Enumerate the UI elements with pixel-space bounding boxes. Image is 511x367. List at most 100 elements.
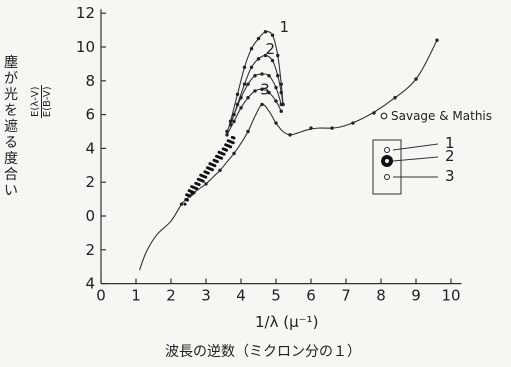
- data-point: [274, 99, 278, 103]
- scatter-point: [206, 171, 210, 175]
- y-tick-label: 0: [85, 207, 95, 225]
- series-label: 1: [280, 18, 290, 36]
- data-point: [204, 182, 208, 186]
- data-point: [330, 126, 334, 130]
- x-tick-label: 1: [131, 287, 141, 305]
- data-point: [246, 82, 250, 86]
- data-point: [279, 102, 283, 107]
- x-tick-label: 9: [411, 287, 421, 305]
- series-line-curve1: [229, 30, 284, 122]
- legend-leader: [392, 156, 439, 162]
- data-point: [270, 58, 275, 63]
- data-point: [435, 38, 439, 42]
- x-tick-label: 6: [306, 287, 316, 305]
- y-tick-label: 8: [85, 72, 95, 90]
- data-point: [225, 133, 229, 137]
- legend-marker-3: [384, 174, 390, 180]
- data-point: [267, 90, 271, 95]
- data-point: [256, 36, 261, 41]
- x-tick-label: 2: [166, 287, 176, 305]
- data-point: [260, 87, 264, 91]
- data-point: [235, 92, 240, 97]
- data-point: [253, 89, 257, 93]
- legend-marker-1: [384, 147, 390, 153]
- scatter-point: [210, 168, 214, 172]
- series-label: 2: [266, 40, 276, 58]
- data-point: [232, 119, 236, 124]
- series-label: 3: [260, 80, 270, 98]
- data-point: [288, 133, 292, 137]
- data-point: [232, 151, 236, 156]
- data-point: [274, 85, 278, 90]
- y-tick-label: 4: [85, 275, 95, 293]
- data-point: [242, 82, 247, 86]
- legend-marker-2-inner: [385, 159, 389, 163]
- y-axis-ratio-label: E(λ-V) E(B-V): [30, 85, 53, 118]
- data-point: [274, 121, 278, 125]
- data-point: [249, 65, 254, 69]
- data-point: [179, 202, 184, 206]
- x-tick-label: 5: [271, 287, 281, 305]
- x-tick-label: 7: [341, 287, 351, 305]
- legend-label: 2: [445, 147, 455, 165]
- scatter-point: [213, 164, 217, 168]
- x-tick-label: 10: [441, 287, 460, 305]
- y-tick-label: 2: [85, 173, 95, 191]
- data-point: [276, 74, 280, 78]
- data-point: [351, 121, 355, 125]
- data-point: [372, 111, 376, 115]
- data-point: [232, 112, 236, 117]
- y-tick-label: 12: [76, 4, 95, 22]
- data-point: [263, 30, 268, 34]
- x-tick-label: 0: [96, 287, 106, 305]
- data-point: [256, 57, 261, 61]
- scatter-point: [183, 202, 187, 206]
- data-point: [279, 82, 283, 86]
- data-point: [279, 90, 283, 95]
- data-point: [228, 119, 233, 124]
- scatter-point: [229, 145, 233, 149]
- data-point: [309, 126, 313, 130]
- y-tick-label: 10: [76, 38, 95, 56]
- y-tick-label: 4: [85, 139, 95, 157]
- ratio-numerator: E(λ-V): [30, 85, 42, 118]
- data-point: [235, 102, 240, 107]
- data-point: [242, 65, 247, 69]
- scatter-point: [195, 187, 199, 191]
- scatter-point: [188, 194, 192, 198]
- curves: 12 3: [138, 18, 438, 271]
- scatter-point: [222, 152, 226, 156]
- x-tick-label: 4: [236, 287, 246, 305]
- scatter-point: [197, 183, 201, 187]
- figure-caption: 波長の逆数（ミクロン分の１）: [165, 344, 361, 360]
- scatter-point: [220, 156, 224, 160]
- scatter-point: [185, 198, 189, 202]
- y-axis-label: 塵が光を遮る度合い: [4, 55, 18, 199]
- data-point: [263, 53, 268, 58]
- data-point: [253, 74, 257, 78]
- data-point: [246, 96, 250, 100]
- data-point: [276, 53, 280, 58]
- series-line-main: [138, 39, 438, 271]
- data-point: [260, 102, 264, 107]
- y-tick-label: 6: [85, 106, 95, 124]
- data-point: [239, 96, 243, 100]
- scatter-point: [215, 160, 219, 164]
- data-point: [414, 77, 418, 81]
- data-point: [279, 109, 283, 113]
- x-tick-label: 8: [376, 287, 386, 305]
- data-point: [246, 129, 250, 134]
- data-point: [393, 96, 397, 100]
- legend-box: [372, 139, 402, 195]
- ratio-denominator: E(B-V): [42, 86, 53, 118]
- data-point: [225, 129, 229, 134]
- data-point: [267, 74, 271, 78]
- scatter-point: [192, 191, 196, 195]
- x-tick-label: 3: [201, 287, 211, 305]
- scatter-point: [231, 141, 235, 145]
- legend-leader: [392, 143, 439, 151]
- scatter-point: [204, 175, 208, 179]
- data-point: [228, 123, 233, 127]
